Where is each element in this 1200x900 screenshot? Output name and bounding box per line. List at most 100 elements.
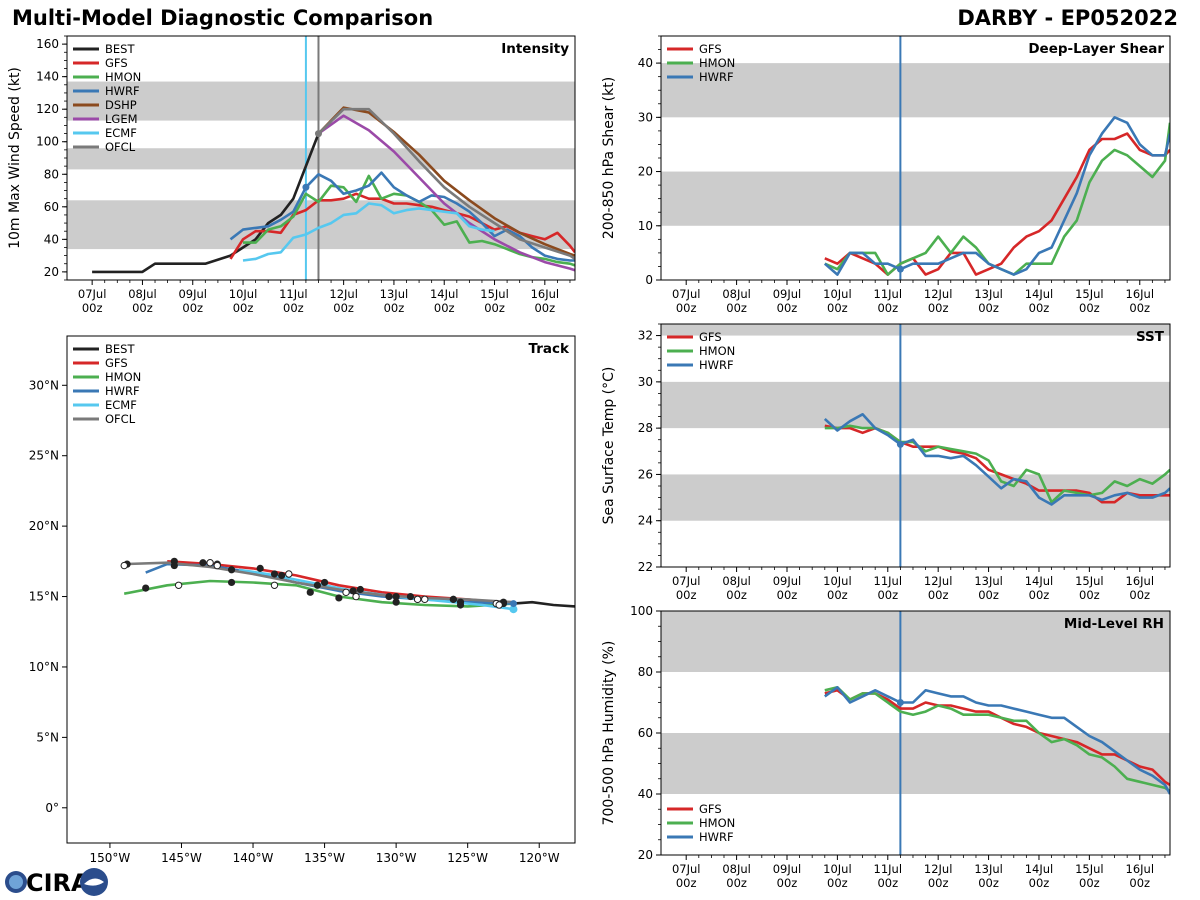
current-position-marker: [509, 600, 517, 608]
track-marker: [313, 581, 322, 589]
x-tick-label: 00z: [82, 301, 103, 315]
legend-label-gfs: GFS: [699, 802, 722, 816]
storm-id: DARBY - EP052022: [957, 6, 1178, 30]
x-tick-label: 13Jul: [974, 862, 1003, 876]
x-tick-label: 00z: [1079, 876, 1100, 890]
x-tick-label: 130°W: [376, 851, 417, 865]
series-dshp: [317, 106, 575, 257]
x-tick-label: 16Jul: [1126, 862, 1155, 876]
cira-logo: CIRA: [5, 868, 108, 897]
x-tick-label: 145°W: [161, 851, 202, 865]
legend-label-best: BEST: [105, 42, 135, 56]
x-tick-label: 10Jul: [823, 574, 852, 588]
y-tick-label: 60: [44, 200, 59, 214]
x-tick-label: 09Jul: [178, 287, 207, 301]
legend-label-gfs: GFS: [105, 56, 128, 70]
x-tick-label: 00z: [978, 876, 999, 890]
x-tick-label: 00z: [1079, 301, 1100, 315]
series-group: [823, 412, 1170, 506]
series-hmon: [123, 579, 514, 608]
x-tick-label: 14Jul: [430, 287, 459, 301]
x-tick-label: 00z: [827, 876, 848, 890]
track-marker-open: [120, 561, 128, 570]
page-title: Multi-Model Diagnostic Comparison: [12, 6, 434, 30]
x-tick-label: 11Jul: [874, 287, 903, 301]
x-tick-label: 00z: [726, 876, 747, 890]
x-tick-label: 15Jul: [1075, 287, 1104, 301]
y-tick-label: 40: [638, 56, 653, 70]
x-tick-label: 11Jul: [279, 287, 308, 301]
legend-label-hwrf: HWRF: [699, 70, 734, 84]
init-marker: [896, 265, 904, 273]
track-marker-open: [413, 595, 422, 604]
x-tick-label: 00z: [928, 876, 949, 890]
legend-label-hmon: HMON: [699, 344, 735, 358]
x-tick-label: 13Jul: [974, 574, 1003, 588]
legend-label-hwrf: HWRF: [699, 830, 734, 844]
legend-label-ecmf: ECMF: [105, 126, 137, 140]
y-axis-label: 700-500 hPa Humidity (%): [601, 641, 617, 826]
y-tick-label: 160: [36, 37, 59, 51]
track-marker-open: [270, 581, 279, 589]
band: [67, 148, 575, 170]
track-marker: [449, 595, 457, 603]
series-hmon: [824, 424, 1170, 504]
track-marker: [385, 592, 393, 601]
panel-title: Intensity: [501, 41, 569, 57]
track-marker: [306, 588, 314, 596]
track-marker: [349, 587, 357, 595]
current-position-marker: [509, 605, 518, 614]
band: [661, 63, 1170, 118]
x-tick-label: 00z: [877, 301, 898, 315]
panel-title: Deep-Layer Shear: [1028, 41, 1164, 57]
x-tick-label: 00z: [827, 588, 848, 602]
legend-label-ofcl: OFCL: [105, 412, 136, 426]
x-tick-label: 00z: [777, 301, 798, 315]
x-tick-label: 11Jul: [874, 574, 903, 588]
y-tick-label: 120: [36, 102, 59, 116]
series-hwrf: [823, 116, 1170, 276]
panel-shear: 01020304007Jul00z08Jul00z09Jul00z10Jul00…: [601, 35, 1171, 315]
y-axis-label: 10m Max Wind Speed (kt): [7, 67, 23, 249]
x-tick-label: 150°W: [90, 851, 131, 865]
y-tick-label: 26: [638, 467, 653, 481]
y-tick-label: 30°N: [29, 378, 59, 392]
x-tick-label: 140°W: [233, 851, 274, 865]
x-tick-label: 00z: [777, 876, 798, 890]
y-tick-label: 20°N: [29, 519, 59, 533]
track-marker: [227, 578, 236, 587]
legend-label-gfs: GFS: [699, 330, 722, 344]
y-tick-label: 40: [638, 787, 653, 801]
band: [661, 381, 1170, 429]
y-tick-label: 22: [638, 560, 653, 574]
y-tick-label: 24: [638, 514, 653, 528]
y-tick-label: 28: [638, 421, 653, 435]
series-gfs: [824, 132, 1170, 276]
legend-label-gfs: GFS: [699, 42, 722, 56]
x-tick-label: 00z: [333, 301, 354, 315]
panel-sst: 22242628303207Jul00z08Jul00z09Jul00z10Ju…: [601, 323, 1171, 602]
track-marker: [356, 585, 364, 594]
track-marker: [320, 578, 329, 587]
x-tick-label: 15Jul: [1075, 574, 1104, 588]
x-tick-label: 12Jul: [924, 574, 953, 588]
series-hwrf: [823, 412, 1170, 506]
x-tick-label: 00z: [1029, 588, 1050, 602]
legend-label-dshp: DSHP: [105, 98, 137, 112]
track-marker: [270, 570, 279, 578]
y-tick-label: 30: [638, 375, 653, 389]
track-marker-open: [342, 588, 350, 597]
x-tick-label: 10Jul: [823, 862, 852, 876]
panel-rh: 2040608010007Jul00z08Jul00z09Jul00z10Jul…: [601, 604, 1171, 890]
y-tick-label: 100: [36, 135, 59, 149]
x-tick-label: 11Jul: [874, 862, 903, 876]
y-tick-label: 80: [44, 167, 59, 181]
x-tick-label: 15Jul: [1075, 862, 1104, 876]
series-group: [92, 106, 575, 274]
x-tick-label: 00z: [1129, 588, 1150, 602]
x-tick-label: 125°W: [447, 851, 488, 865]
band: [661, 733, 1170, 794]
